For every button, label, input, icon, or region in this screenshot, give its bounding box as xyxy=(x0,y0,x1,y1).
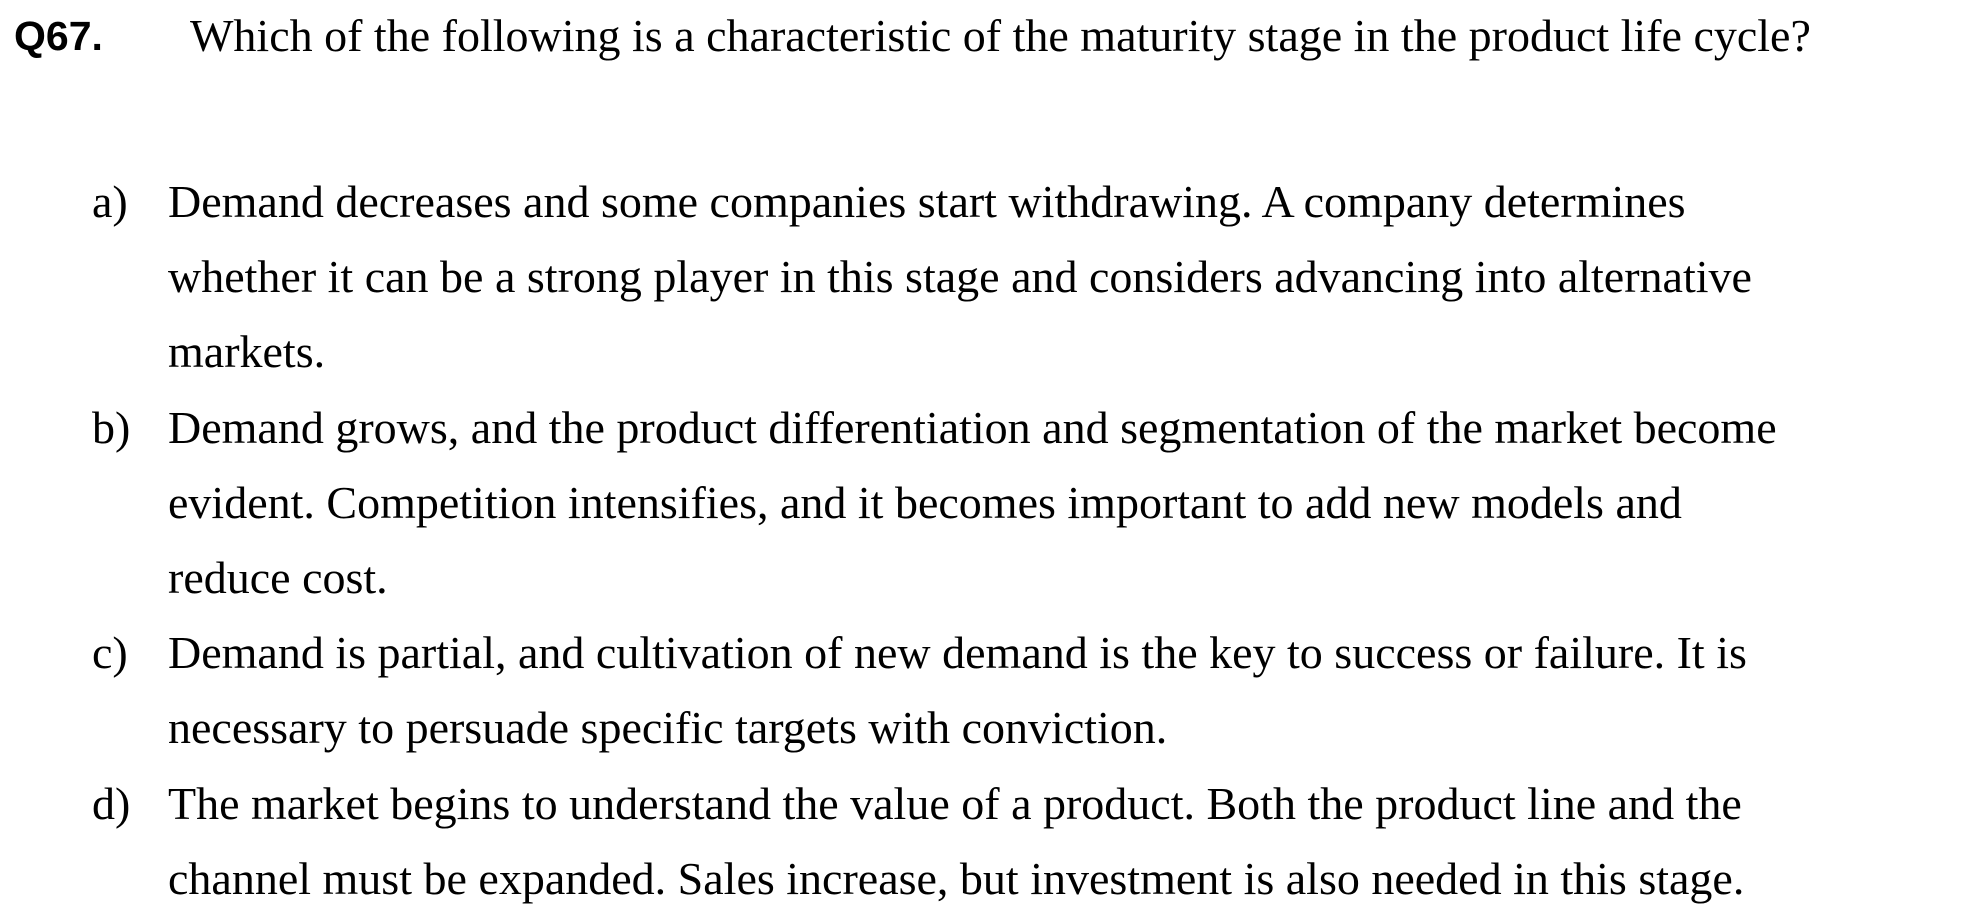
option-b-text: Demand grows, and the product differenti… xyxy=(168,390,1928,616)
option-d-line-2: channel must be expanded. Sales increase… xyxy=(168,852,1745,904)
option-b: b) Demand grows, and the product differe… xyxy=(0,390,1965,616)
option-b-letter: b) xyxy=(92,401,131,453)
option-d-text: The market begins to understand the valu… xyxy=(168,766,1928,916)
option-d-letter: d) xyxy=(92,777,131,829)
option-a-letter: a) xyxy=(92,176,128,227)
option-c-line-2: necessary to persuade specific targets w… xyxy=(168,702,1168,754)
question-text: Which of the following is a characterist… xyxy=(190,10,1811,61)
option-a-line-3: markets. xyxy=(168,326,326,378)
option-c-line-1: Demand is partial, and cultivation of ne… xyxy=(168,627,1747,679)
option-a-line-1: Demand decreases and some companies star… xyxy=(168,176,1686,227)
option-b-line-3: reduce cost. xyxy=(168,552,388,604)
option-d: d) The market begins to understand the v… xyxy=(0,766,1965,916)
option-d-line-1: The market begins to understand the valu… xyxy=(168,777,1742,829)
option-b-line-1: Demand grows, and the product differenti… xyxy=(168,401,1777,453)
option-c: c) Demand is partial, and cultivation of… xyxy=(0,615,1965,765)
question-number: Q67. xyxy=(14,13,103,59)
option-b-line-2: evident. Competition intensifies, and it… xyxy=(168,476,1682,528)
option-a-line-2: whether it can be a strong player in thi… xyxy=(168,251,1752,303)
option-a-text: Demand decreases and some companies star… xyxy=(168,164,1928,390)
option-c-letter: c) xyxy=(92,627,128,679)
option-a: a) Demand decreases and some companies s… xyxy=(0,164,1965,390)
answer-options: a) Demand decreases and some companies s… xyxy=(0,164,1965,916)
option-c-text: Demand is partial, and cultivation of ne… xyxy=(168,615,1928,765)
